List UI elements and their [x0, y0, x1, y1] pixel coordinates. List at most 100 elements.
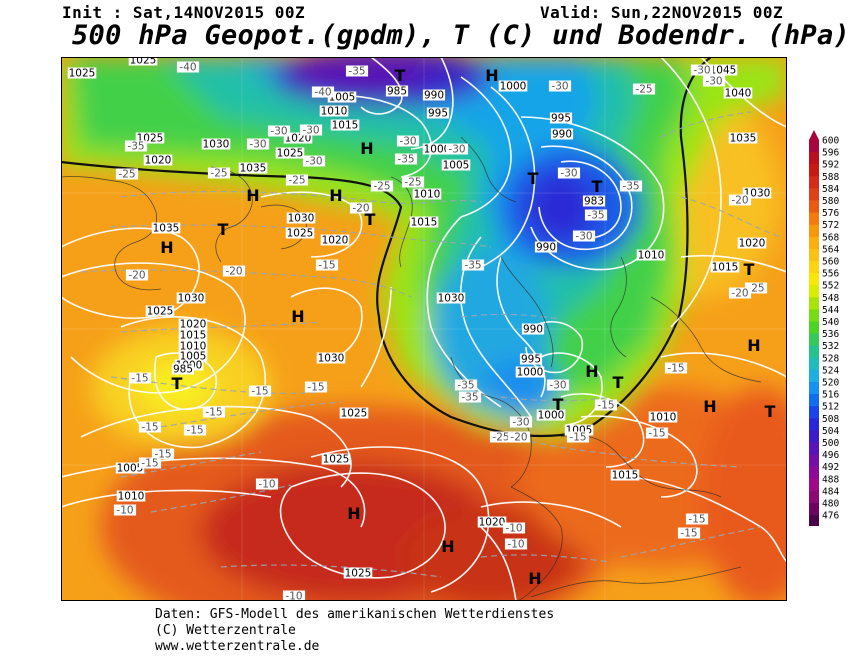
isotherm-label: -15 [685, 513, 709, 526]
isotherm-label-box [113, 504, 137, 516]
isobar-label-box [636, 249, 666, 261]
isobar-label-box [723, 87, 753, 99]
isobar-label-text: 983 [584, 196, 604, 208]
isotherm-label: -30 [546, 379, 570, 392]
isotherm-label: -30 [267, 125, 291, 138]
isobar-label: 1010 [636, 249, 666, 262]
isotherm-label-text: -15 [205, 407, 222, 419]
isobar-label: 985 [385, 85, 409, 98]
isotherm-label-box [183, 424, 207, 436]
isotherm-label: -15 [138, 421, 162, 434]
legend-level-label: 496 [822, 450, 839, 461]
isobar-label-box [285, 227, 315, 239]
isotherm-label-box [502, 522, 526, 534]
isotherm-label-text: -15 [688, 514, 705, 526]
isotherm-label-box [311, 86, 335, 98]
isotherm-label: -10 [282, 590, 306, 601]
isobar-label-box [176, 292, 206, 304]
isotherm-label-text: -15 [131, 373, 148, 385]
isobar-label: 1030 [176, 292, 206, 305]
isotherm-label-box [401, 176, 425, 188]
isobar-label: 995 [426, 107, 450, 120]
isotherm-label-box [396, 135, 420, 147]
isobar-label-text: 1015 [180, 330, 207, 342]
isotherm-label-box [728, 287, 752, 299]
isotherm-label-box [304, 381, 328, 393]
isobar-label-text: 1035 [730, 133, 757, 145]
isotherm-label: -15 [304, 381, 328, 394]
isobar-label-text: 1020 [145, 155, 172, 167]
isotherm-label: -15 [128, 372, 152, 385]
isobar-label: 1030 [316, 352, 346, 365]
isotherm-label-text: -30 [575, 231, 592, 243]
isotherm-label-box [138, 457, 162, 469]
isobar-label-box [412, 188, 442, 200]
isobar-label: 1000 [422, 143, 452, 156]
isobar-label-text: 985 [173, 364, 193, 376]
isobar-label: 1000 [498, 80, 528, 93]
chart-title: 500 hPa Geopot.(gpdm), T (C) und Bodendr… [72, 20, 850, 51]
isobar-label: 1025 [285, 227, 315, 240]
isotherm-label: -15 [645, 427, 669, 440]
legend-level-label: 584 [822, 184, 839, 195]
isobar-label: 995 [519, 353, 543, 366]
isobar-label-text: 1030 [318, 353, 345, 365]
isotherm-label-box [202, 406, 226, 418]
isotherm-label: -20 [222, 265, 246, 278]
isotherm-label-text: -10 [258, 479, 275, 491]
isotherm-label-box [345, 65, 369, 77]
isobar-label: 1035 [151, 222, 181, 235]
isotherm-label-text: -35 [587, 210, 604, 222]
isotherm-label-box [619, 180, 643, 192]
isotherm-label-box [248, 385, 272, 397]
isobar-label-text: 1010 [321, 106, 348, 118]
isobar-label-text: 1025 [277, 148, 304, 160]
isobar-label: 1015 [178, 329, 208, 342]
isobar-label: 1020 [320, 234, 350, 247]
isobar-label-box [564, 424, 594, 436]
isotherm-label-box [222, 265, 246, 277]
isobar-label-text: 1010 [180, 341, 207, 353]
isotherm-label: -30 [690, 64, 714, 77]
isobar-label: 1005 [441, 159, 471, 172]
legend-swatch [809, 478, 819, 492]
low-pressure-marker: T [613, 373, 624, 392]
legend-level-label: 544 [822, 305, 839, 316]
legend-swatch [809, 273, 819, 286]
isobar-label: 1015 [409, 216, 439, 229]
legend-level-label: 492 [822, 462, 839, 473]
isotherm-label-text: -10 [285, 591, 302, 601]
legend-swatch [809, 430, 819, 443]
isotherm-label: -30 [246, 138, 270, 151]
legend-level-label: 564 [822, 244, 839, 255]
legend-swatch [809, 515, 819, 526]
legend-swatch [809, 297, 819, 310]
isobar-label: 1000 [515, 366, 545, 379]
isobar-label-box [708, 64, 738, 76]
high-pressure-marker: H [291, 307, 304, 326]
high-pressure-marker: H [441, 537, 454, 556]
legend-level-label: 536 [822, 329, 839, 340]
isotherm-label-box [584, 209, 608, 221]
isotherm-label-text: -15 [251, 386, 268, 398]
isobar-label: 990 [534, 241, 558, 254]
isotherm-label: -25 [115, 168, 139, 181]
isotherm-label-text: -15 [141, 422, 158, 434]
legend-swatch [809, 309, 819, 322]
high-pressure-marker: H [528, 569, 541, 588]
isotherm-label-text: -35 [464, 260, 481, 272]
credits-website-link[interactable]: www.wetterzentrale.de [155, 639, 320, 654]
isobar-label: 983 [582, 195, 606, 208]
isobar-label: 1000 [536, 409, 566, 422]
isobar-label-text: 1030 [438, 293, 465, 305]
isobar-label-box [321, 453, 351, 465]
isobar-label: 1025 [343, 567, 373, 580]
legend-level-label: 520 [822, 378, 839, 389]
isobar-label-box [178, 350, 208, 362]
isobar-label-box [320, 234, 350, 246]
isobar-label: 1015 [710, 261, 740, 274]
isobar-label: 985 [171, 363, 195, 376]
isotherm-label-text: -20 [225, 266, 242, 278]
isobar-label-box [519, 353, 543, 365]
isobar-label-text: 1025 [345, 568, 372, 580]
